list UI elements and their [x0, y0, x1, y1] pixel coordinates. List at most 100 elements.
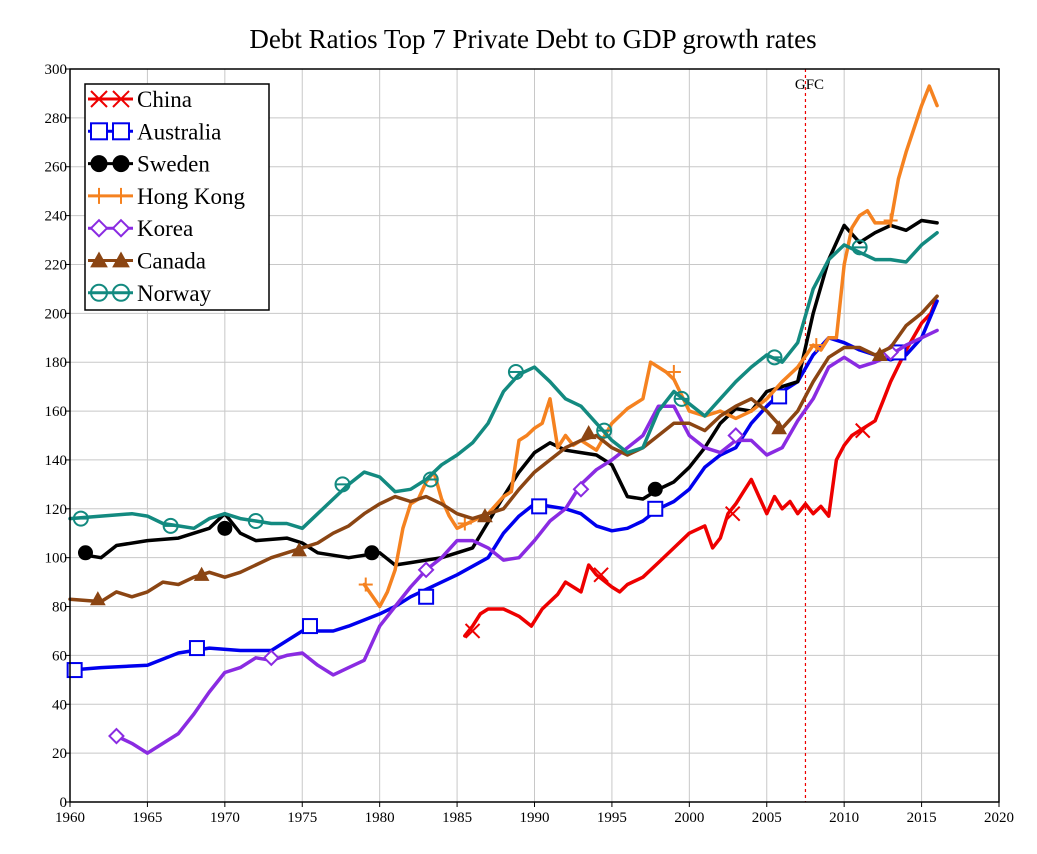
marker-shape [647, 481, 663, 497]
legend-marker [111, 218, 131, 238]
series-line-china [463, 299, 938, 638]
legend-marker [91, 187, 107, 204]
legend-label: Hong Kong [137, 184, 245, 209]
legend-item-china: China [88, 87, 192, 112]
y-tick-label: 0 [60, 795, 68, 811]
marker-shape [580, 425, 597, 440]
marker-shape [291, 542, 308, 557]
marker-shape [90, 155, 108, 173]
data-marker-china [855, 422, 871, 439]
marker-shape [727, 427, 745, 444]
data-marker-canada [771, 420, 787, 435]
series-hong-kong [358, 84, 939, 609]
legend-label: Canada [137, 249, 206, 274]
series-line-norway [68, 230, 939, 531]
y-tick-label: 300 [45, 62, 68, 78]
legend-marker [90, 122, 108, 141]
x-tick-label: 2015 [907, 810, 937, 826]
legend-label: Sweden [137, 152, 210, 177]
data-marker-canada [871, 346, 888, 361]
y-tick-label: 200 [45, 306, 68, 322]
data-marker-canada [477, 508, 493, 523]
x-tick-label: 1995 [597, 810, 627, 826]
y-tick-label: 180 [45, 355, 68, 371]
gfc-label: GFC [795, 77, 824, 93]
marker-shape [193, 566, 210, 581]
x-tick-label: 1960 [55, 810, 85, 826]
legend-label: Korea [137, 216, 193, 241]
series-line-korea [114, 328, 939, 755]
y-tick-label: 60 [52, 648, 67, 664]
data-marker-norway [507, 363, 524, 380]
data-marker-sweden [647, 481, 663, 497]
legend-item-sweden: Sweden [88, 152, 210, 177]
data-marker-australia [647, 500, 664, 517]
legend-item-korea: Korea [88, 216, 193, 241]
series-sweden [77, 218, 939, 567]
y-tick-label: 220 [45, 257, 68, 273]
legend: China Australia Sweden Hong Kong Korea Canada… [84, 83, 270, 311]
series-line-canada [68, 294, 939, 604]
legend-item-norway: Norway [88, 281, 212, 306]
marker-shape [417, 561, 435, 579]
y-tick-label: 140 [45, 453, 68, 469]
legend-label: Australia [137, 119, 221, 144]
x-tick-label: 1975 [287, 810, 317, 826]
legend-marker [112, 122, 130, 141]
legend-marker [90, 251, 108, 268]
x-tick-label: 2005 [752, 810, 782, 826]
legend-marker [112, 283, 130, 302]
y-tick-label: 160 [45, 404, 68, 420]
series-lines [66, 84, 939, 755]
legend-marker [113, 187, 129, 204]
legend-marker [90, 283, 108, 302]
data-marker-norway [334, 476, 351, 493]
y-tick-label: 40 [52, 697, 67, 713]
marker-stroke [724, 505, 741, 522]
data-marker-norway [247, 513, 264, 530]
series-line-hong-kong [362, 84, 939, 609]
data-marker-korea [727, 427, 745, 444]
x-tick-label: 2010 [829, 810, 859, 826]
marker-shape [90, 122, 108, 141]
marker-shape [188, 640, 205, 657]
series-line-sweden [83, 218, 939, 567]
legend-item-hong-kong: Hong Kong [88, 184, 245, 209]
marker-shape [771, 420, 787, 435]
data-marker-australia [418, 588, 435, 605]
y-tick-label: 240 [45, 209, 68, 225]
marker-shape [112, 155, 130, 173]
axis-ticks: 1960 1965 1970 1975 1980 1985 1990 1995 2000 2005… [45, 62, 1015, 826]
y-tick-label: 100 [45, 551, 68, 567]
x-tick-label: 1965 [132, 810, 162, 826]
series-canada [68, 294, 939, 606]
x-tick-label: 1980 [365, 810, 395, 826]
data-marker-norway [422, 471, 439, 488]
marker-shape [112, 251, 130, 268]
legend-marker [112, 90, 130, 108]
y-tick-label: 80 [52, 600, 67, 616]
data-marker-hong-kong [457, 516, 472, 531]
marker-shape [477, 508, 493, 523]
marker-shape [262, 649, 280, 667]
x-tick-label: 1985 [442, 810, 472, 826]
data-marker-canada [291, 542, 308, 557]
marker-shape [108, 727, 125, 745]
marker-shape [301, 618, 318, 635]
data-marker-korea [108, 727, 125, 745]
marker-shape [90, 251, 108, 268]
data-marker-norway [596, 422, 613, 439]
x-tick-label: 1990 [520, 810, 550, 826]
legend-marker [112, 251, 130, 268]
data-marker-korea [417, 561, 435, 579]
data-marker-norway [673, 390, 690, 407]
y-tick-label: 120 [45, 502, 68, 518]
data-marker-australia [188, 640, 205, 657]
y-tick-label: 20 [52, 746, 67, 762]
legend-item-canada: Canada [88, 249, 206, 274]
marker-shape [112, 122, 130, 141]
marker-shape [77, 545, 93, 561]
data-marker-hong-kong [666, 364, 681, 379]
data-marker-china [464, 623, 481, 639]
